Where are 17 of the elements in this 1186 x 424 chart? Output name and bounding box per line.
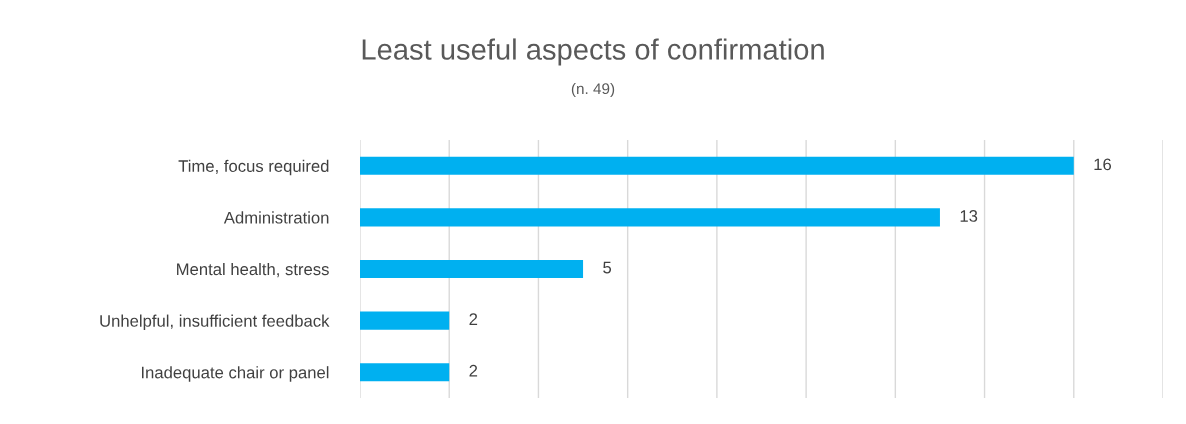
bar: [360, 156, 1074, 175]
data-label: 2: [469, 364, 478, 377]
data-label: 5: [603, 261, 612, 274]
y-tick-label: Unhelpful, insufficient feedback: [100, 314, 330, 331]
data-label: 13: [960, 210, 978, 222]
bar: [360, 311, 450, 330]
y-tick-label: Time, focus required: [178, 159, 329, 176]
bar: [360, 259, 584, 279]
bar: [360, 208, 940, 227]
y-tick-label: Administration: [223, 211, 329, 224]
chart-subtitle: (n. 49): [571, 82, 615, 98]
data-label: 16: [1094, 158, 1112, 171]
y-tick-label: Inadequate chair or panel: [141, 366, 329, 382]
chart-title: Least useful aspects of confirmation: [362, 38, 824, 66]
bar: [360, 363, 450, 382]
y-tick-label: Mental health, stress: [177, 262, 329, 278]
data-label: 2: [469, 313, 478, 325]
